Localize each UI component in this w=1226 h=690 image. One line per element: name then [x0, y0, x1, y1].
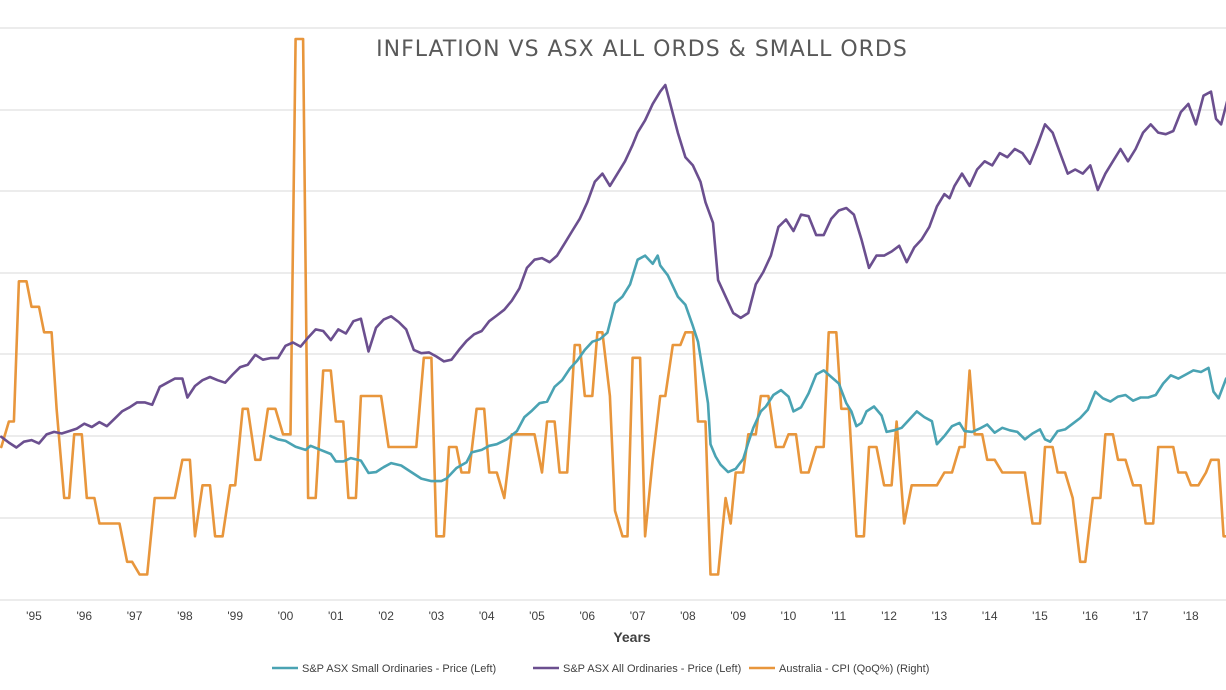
series-line [269, 254, 1226, 483]
x-axis-ticks: '95 '96 '97 '98 '99 '00 '01 '02 '03 '04 '05 '06 '07 '… [26, 609, 1199, 623]
x-tick-label: '11 [831, 609, 846, 623]
x-tick-label: '08 [680, 609, 696, 623]
x-tick-label: '18 [1183, 609, 1199, 623]
series-line [0, 37, 1226, 576]
x-tick-label: '15 [1032, 609, 1048, 623]
legend-label: S&P ASX Small Ordinaries - Price (Left) [302, 663, 496, 675]
x-axis-label: Years [613, 629, 651, 645]
x-tick-label: '04 [479, 609, 495, 623]
x-tick-label: '14 [982, 609, 998, 623]
x-tick-label: '16 [1082, 609, 1098, 623]
x-tick-label: '13 [932, 609, 948, 623]
x-tick-label: '05 [529, 609, 545, 623]
x-tick-label: '02 [378, 609, 394, 623]
x-tick-label: '06 [579, 609, 595, 623]
legend-label: S&P ASX All Ordinaries - Price (Left) [563, 663, 741, 675]
x-tick-label: '98 [177, 609, 193, 623]
chart-title: INFLATION VS ASX ALL ORDS & SMALL ORDS [376, 37, 908, 62]
legend: S&P ASX Small Ordinaries - Price (Left) S… [272, 663, 929, 675]
x-tick-label: '96 [76, 609, 92, 623]
x-tick-label: '07 [630, 609, 646, 623]
series-line [0, 83, 1226, 449]
x-tick-label: '10 [781, 609, 797, 623]
gridlines [0, 27, 1226, 601]
x-tick-label: '95 [26, 609, 42, 623]
x-tick-label: '17 [1133, 609, 1149, 623]
x-tick-label: '99 [227, 609, 243, 623]
x-tick-label: '00 [278, 609, 294, 623]
series-lines [0, 37, 1226, 576]
x-tick-label: '12 [881, 609, 897, 623]
x-tick-label: '97 [127, 609, 143, 623]
x-tick-label: '09 [730, 609, 746, 623]
x-tick-label: '03 [429, 609, 445, 623]
x-tick-label: '01 [328, 609, 344, 623]
legend-label: Australia - CPI (QoQ%) (Right) [779, 663, 929, 675]
